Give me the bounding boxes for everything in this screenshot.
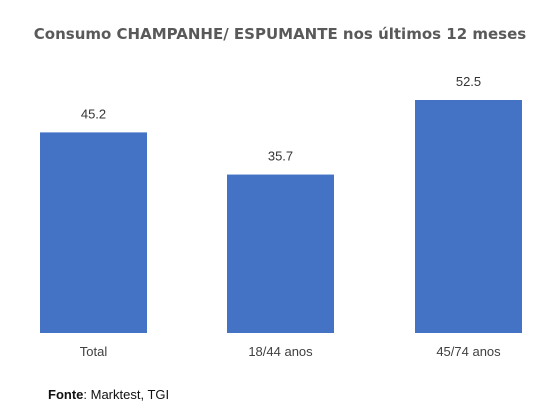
chart-title: Consumo CHAMPANHE/ ESPUMANTE nos últimos… [34, 25, 527, 43]
bar-18-44-anos [227, 174, 334, 333]
bars-layer [40, 100, 522, 333]
category-label: 18/44 anos [248, 344, 313, 359]
category-label: Total [80, 344, 108, 359]
category-label: 45/74 anos [436, 344, 501, 359]
data-label: 52.5 [456, 74, 481, 89]
source-note: Fonte: Marktest, TGI [48, 387, 169, 402]
source-text: : Marktest, TGI [83, 387, 170, 402]
source-label: Fonte [48, 387, 84, 402]
bar-total [40, 132, 147, 333]
data-label: 45.2 [81, 106, 106, 121]
bar-45-74-anos [415, 100, 522, 333]
data-label: 35.7 [268, 149, 293, 164]
labels-layer: 45.2 Total 35.7 18/44 anos 52.5 45/74 anos [80, 74, 501, 359]
